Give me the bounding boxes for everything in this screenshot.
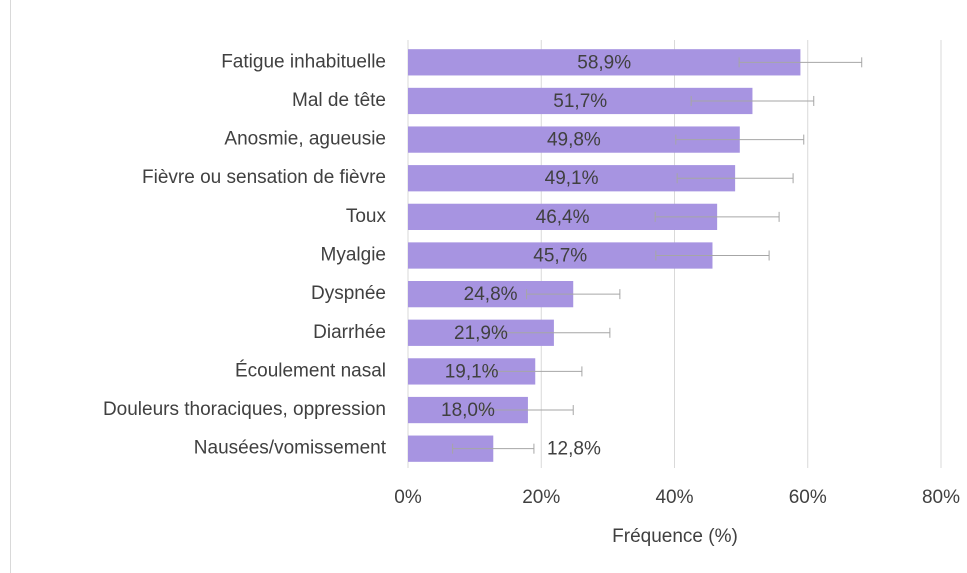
data-label: 51,7% — [553, 91, 607, 112]
error-bar — [738, 57, 863, 68]
error-bar — [488, 366, 583, 377]
data-label: 12,8% — [547, 439, 601, 460]
error-bar — [676, 173, 794, 184]
data-label: 24,8% — [464, 284, 518, 305]
data-label: 19,1% — [445, 361, 499, 382]
y-tick-label: Diarrhée — [313, 322, 386, 343]
x-tick-label: 20% — [522, 487, 560, 508]
y-tick-label: Nausées/vomissement — [194, 438, 387, 459]
error-bar — [497, 327, 611, 338]
y-tick-label: Fièvre ou sensation de fièvre — [142, 167, 386, 188]
y-tick-label: Fatigue inhabituelle — [221, 51, 386, 72]
x-tick-label: 40% — [655, 487, 693, 508]
data-label: 49,1% — [545, 168, 599, 189]
data-label: 49,8% — [547, 130, 601, 151]
data-label: 58,9% — [577, 52, 631, 73]
y-tick-label: Mal de tête — [292, 90, 386, 111]
error-bar — [452, 443, 535, 454]
y-tick-label: Douleurs thoraciques, oppression — [103, 399, 386, 420]
y-tick-label: Écoulement nasal — [235, 360, 386, 381]
bar — [408, 49, 801, 76]
error-bar — [654, 211, 780, 222]
data-label: 18,0% — [441, 400, 495, 421]
y-tick-label: Toux — [346, 206, 387, 227]
x-tick-label: 80% — [922, 487, 960, 508]
x-tick-label: 0% — [394, 487, 422, 508]
error-bar — [655, 250, 770, 261]
data-label: 46,4% — [536, 207, 590, 228]
x-axis-title: Fréquence (%) — [612, 526, 738, 547]
error-bar — [675, 134, 805, 145]
error-bar — [526, 289, 621, 300]
data-label: 45,7% — [533, 246, 587, 267]
y-tick-label: Dyspnée — [311, 283, 386, 304]
error-bar — [690, 95, 815, 106]
y-tick-label: Anosmie, agueusie — [224, 129, 386, 150]
y-tick-label: Myalgie — [321, 245, 386, 266]
x-tick-label: 60% — [789, 487, 827, 508]
data-label: 21,9% — [454, 323, 508, 344]
error-bar — [482, 405, 574, 416]
